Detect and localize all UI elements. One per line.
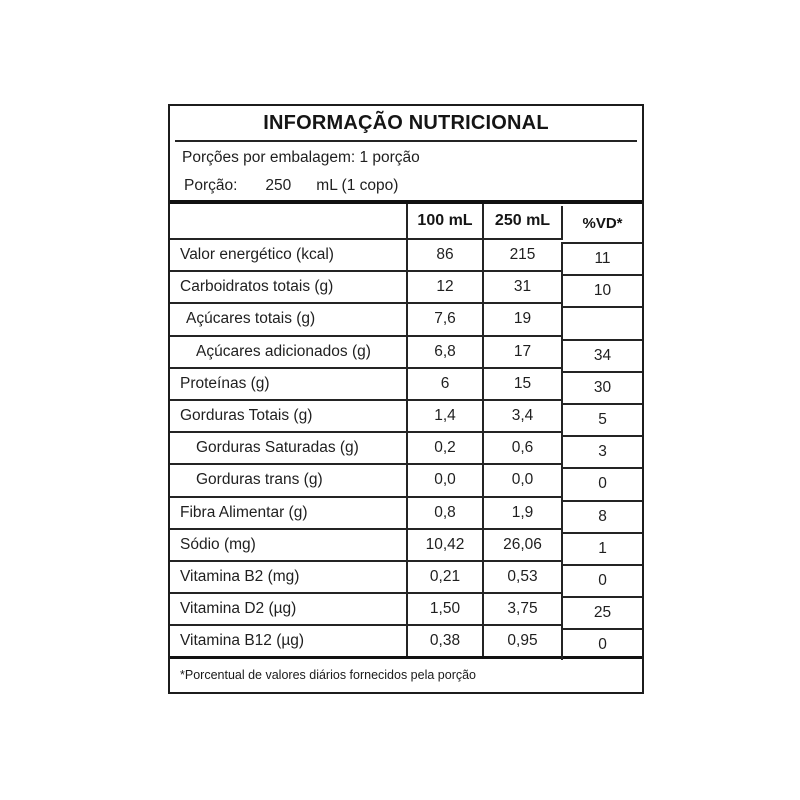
corner-cell (170, 204, 406, 238)
value-100ml: 1,4 (406, 398, 482, 432)
value-100ml: 1,50 (406, 592, 482, 625)
nutrient-name: Valor energético (kcal) (170, 238, 406, 270)
nutrient-name: Açúcares totais (g) (170, 302, 406, 334)
value-dv-percent: 0 (561, 467, 642, 500)
value-250ml: 0,6 (482, 431, 561, 464)
serving-size-line: Porção: 250 mL (1 copo) (170, 167, 642, 200)
value-250ml: 1,9 (482, 495, 561, 528)
serving-size-amount: 250 (265, 177, 292, 194)
value-250ml: 3,4 (482, 398, 561, 432)
nutrient-grid: 100 mL 250 mL %VD* Valor energético (kca… (170, 204, 642, 661)
nutrient-name: Açúcares adicionados (g) (170, 334, 406, 367)
value-250ml: 215 (482, 238, 561, 271)
value-250ml: 19 (482, 302, 561, 335)
nutrient-name: Gorduras trans (g) (170, 463, 406, 495)
nutrient-name: Sódio (mg) (170, 527, 406, 560)
nutrition-facts-table: INFORMAÇÃO NUTRICIONAL Porções por embal… (168, 104, 644, 694)
value-dv-percent (561, 306, 642, 339)
value-dv-percent: 30 (561, 370, 642, 403)
value-dv-percent: 0 (561, 628, 642, 661)
value-dv-percent: 10 (561, 274, 642, 307)
column-header-250ml: 250 mL (482, 204, 561, 238)
value-100ml: 0,2 (406, 431, 482, 464)
value-dv-percent: 11 (561, 242, 642, 275)
servings-per-package-line: Porções por embalagem: 1 porção (182, 149, 420, 166)
value-dv-percent: 3 (561, 435, 642, 468)
footnote-divider (170, 656, 642, 660)
column-header-dv: %VD* (561, 206, 642, 240)
value-dv-percent: 8 (561, 499, 642, 532)
nutrient-name: Fibra Alimentar (g) (170, 495, 406, 528)
value-250ml: 0,0 (482, 463, 561, 496)
value-250ml: 31 (482, 270, 561, 303)
value-100ml: 10,42 (406, 527, 482, 560)
table-title: INFORMAÇÃO NUTRICIONAL (263, 111, 549, 134)
value-100ml: 12 (406, 270, 482, 303)
nutrient-name: Vitamina B2 (mg) (170, 559, 406, 592)
value-100ml: 0,21 (406, 559, 482, 593)
value-250ml: 17 (482, 334, 561, 367)
value-dv-percent: 5 (561, 402, 642, 436)
column-header-100ml: 100 mL (406, 204, 482, 238)
nutrient-name: Vitamina D2 (µg) (170, 592, 406, 624)
value-dv-percent: 25 (561, 596, 642, 629)
value-100ml: 6,8 (406, 334, 482, 367)
header-divider (170, 200, 642, 204)
value-250ml: 26,06 (482, 527, 561, 560)
value-250ml: 0,95 (482, 624, 561, 657)
nutrient-name: Proteínas (g) (170, 366, 406, 399)
value-dv-percent: 34 (561, 338, 642, 371)
serving-size-label: Porção: (184, 177, 238, 194)
serving-size-unit: mL (1 copo) (316, 177, 399, 194)
value-250ml: 3,75 (482, 592, 561, 625)
nutrient-name: Gorduras Totais (g) (170, 398, 406, 431)
title-divider (175, 140, 637, 142)
value-dv-percent: 0 (561, 563, 642, 597)
nutrient-name: Gorduras Saturadas (g) (170, 431, 406, 463)
value-100ml: 0,0 (406, 463, 482, 496)
value-100ml: 86 (406, 238, 482, 271)
daily-value-footnote: *Porcentual de valores diários fornecido… (180, 668, 477, 683)
value-100ml: 7,6 (406, 302, 482, 335)
nutrient-name: Carboidratos totais (g) (170, 270, 406, 302)
value-dv-percent: 1 (561, 531, 642, 564)
value-100ml: 0,38 (406, 624, 482, 657)
value-100ml: 0,8 (406, 495, 482, 528)
value-100ml: 6 (406, 366, 482, 399)
value-250ml: 15 (482, 366, 561, 399)
value-250ml: 0,53 (482, 559, 561, 593)
nutrient-name: Vitamina B12 (µg) (170, 624, 406, 656)
